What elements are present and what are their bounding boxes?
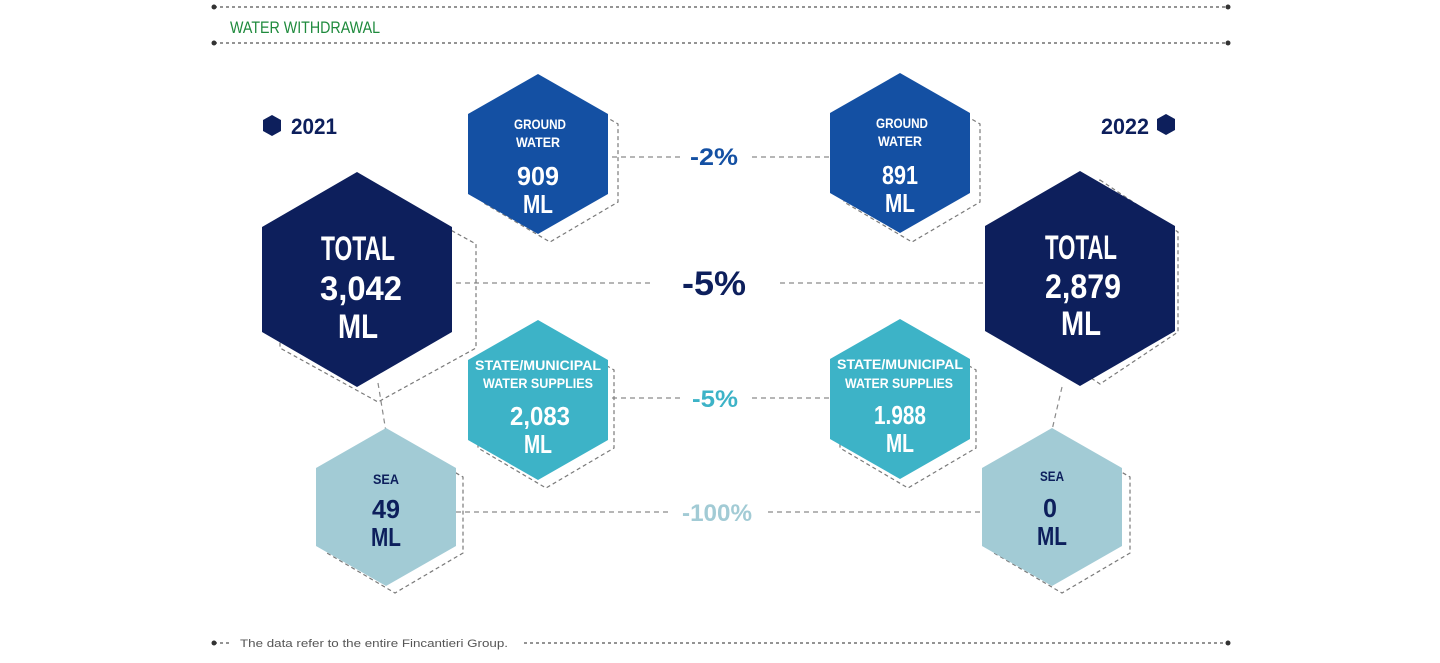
ground-label-line1: GROUND [514, 116, 566, 132]
total-unit: ML [338, 308, 378, 346]
ground-water-2021: GROUND WATER 909 ML [514, 116, 566, 219]
sea-value: 49 [372, 494, 400, 524]
footer-note: The data refer to the entire Fincantieri… [240, 638, 508, 650]
ground-value: 891 [882, 160, 918, 190]
municipal-label-line1: STATE/MUNICIPAL [837, 356, 963, 372]
hex-total-2022 [985, 171, 1175, 386]
ground-value: 909 [517, 161, 559, 191]
header-rule-dots [211, 4, 1231, 46]
sea-unit: ML [371, 522, 401, 552]
municipal-2021: STATE/MUNICIPAL WATER SUPPLIES 2,083 ML [475, 357, 601, 459]
total-2021: TOTAL 3,042 ML [320, 230, 402, 346]
ground-label-line2: WATER [516, 134, 560, 150]
change-sea: -100% [682, 500, 752, 527]
header-rules [214, 6, 1228, 44]
year-label-2021: 2021 [291, 114, 337, 139]
sea-value: 0 [1043, 493, 1057, 523]
sea-label: SEA [373, 471, 399, 487]
change-total: -5% [682, 265, 746, 303]
change-ground: -2% [690, 144, 738, 171]
municipal-2022: STATE/MUNICIPAL WATER SUPPLIES 1.988 ML [837, 356, 963, 458]
ground-unit: ML [885, 188, 915, 218]
hex-ground-2021 [468, 74, 608, 234]
hex-sea-2022 [982, 428, 1122, 586]
municipal-label-line1: STATE/MUNICIPAL [475, 357, 601, 373]
hex-sea-2021 [316, 428, 456, 586]
change-municipal: -5% [692, 386, 738, 413]
hexagon-bullet-icon [263, 115, 281, 136]
hex-municipal-2021 [468, 320, 608, 480]
municipal-label-line2: WATER SUPPLIES [845, 375, 953, 391]
ground-unit: ML [523, 189, 553, 219]
hexagon-bullet-icon [1157, 114, 1175, 135]
municipal-unit: ML [886, 428, 914, 458]
municipal-value: 1.988 [874, 400, 926, 430]
municipal-value: 2,083 [510, 401, 570, 431]
page-title: WATER WITHDRAWAL [230, 18, 380, 37]
sea-2021: SEA 49 ML [371, 471, 401, 552]
ground-label-line2: WATER [878, 133, 922, 149]
ground-water-2022: GROUND WATER 891 ML [876, 115, 928, 218]
hex-total-2021 [262, 172, 452, 387]
sea-2022: SEA 0 ML [1037, 468, 1067, 551]
footer-rule-dots [211, 640, 1231, 646]
total-2022: TOTAL 2,879 ML [1045, 229, 1121, 343]
sea-label: SEA [1040, 468, 1064, 484]
ground-label-line1: GROUND [876, 115, 928, 131]
municipal-label-line2: WATER SUPPLIES [483, 375, 593, 391]
total-value: 3,042 [320, 270, 402, 308]
connector-lines [377, 156, 1063, 513]
year-label-2022: 2022 [1101, 114, 1149, 139]
municipal-unit: ML [524, 429, 552, 459]
total-label: TOTAL [1045, 229, 1117, 267]
total-label: TOTAL [321, 230, 395, 268]
hex-ground-2022 [830, 73, 970, 233]
total-value: 2,879 [1045, 268, 1121, 306]
sea-unit: ML [1037, 521, 1067, 551]
hex-municipal-2022 [830, 319, 970, 479]
total-unit: ML [1061, 305, 1101, 343]
